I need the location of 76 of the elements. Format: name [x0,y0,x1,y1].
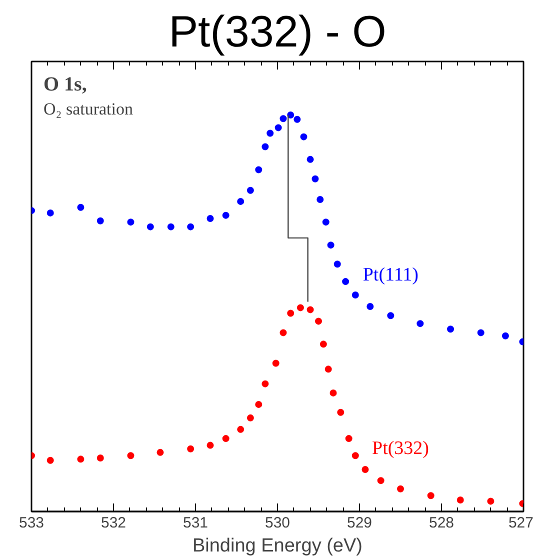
point [206,442,214,449]
point [322,218,330,226]
point [187,223,194,230]
point [206,215,214,222]
point [352,292,359,299]
point [342,278,350,286]
point [96,217,104,224]
point [397,485,404,492]
point [77,204,84,211]
point [237,198,244,205]
point [316,196,324,203]
text: O 1s, [44,74,87,96]
point [330,389,337,396]
x-tick-label: 527 [508,514,533,532]
series-label: Pt(332) [372,438,429,459]
x-tick-label: 533 [18,514,44,532]
x-axis-title: Binding Energy (eV) [192,536,363,556]
point [487,498,494,505]
point [266,130,274,137]
annotation: O₂ saturation [44,100,134,118]
x-tick-label: 529 [346,514,372,532]
point [345,435,352,442]
point [280,329,287,336]
point [246,414,254,422]
x-tick-label: 530 [264,514,290,532]
point [502,332,509,340]
point [156,448,164,456]
point [262,143,269,150]
point [427,492,434,500]
point [46,209,54,216]
point [477,329,484,336]
point [222,212,230,219]
point [96,454,104,462]
point [255,400,262,408]
point [447,326,454,333]
point [337,408,344,416]
point [46,456,54,464]
point [272,360,280,367]
point [306,306,314,314]
point [306,156,314,163]
point [334,260,341,268]
point [127,452,134,460]
point [312,175,319,182]
point [287,310,294,317]
x-tick-label: 531 [182,514,208,532]
point [366,303,374,310]
point [262,380,269,388]
point [127,218,134,226]
point [362,466,369,473]
point [416,320,424,328]
point [324,366,332,373]
point [187,445,194,452]
point [246,186,254,194]
x-tick-label: 532 [100,514,126,532]
point [255,166,262,174]
point [377,477,384,484]
point [237,426,244,433]
point [287,112,294,119]
point [167,223,174,230]
point [352,452,359,460]
point [320,340,327,348]
point [280,115,287,122]
point [77,456,84,463]
point [387,312,394,320]
point [296,304,304,312]
point [274,124,282,132]
point [456,496,464,504]
point [222,435,230,442]
point [315,318,322,325]
point [300,133,308,140]
series-label: Pt(111) [362,264,418,286]
point [294,116,301,123]
point [146,223,154,230]
chart-title: Pt(332) - O [168,8,386,56]
point [327,242,334,249]
x-tick-label: 528 [428,514,454,532]
